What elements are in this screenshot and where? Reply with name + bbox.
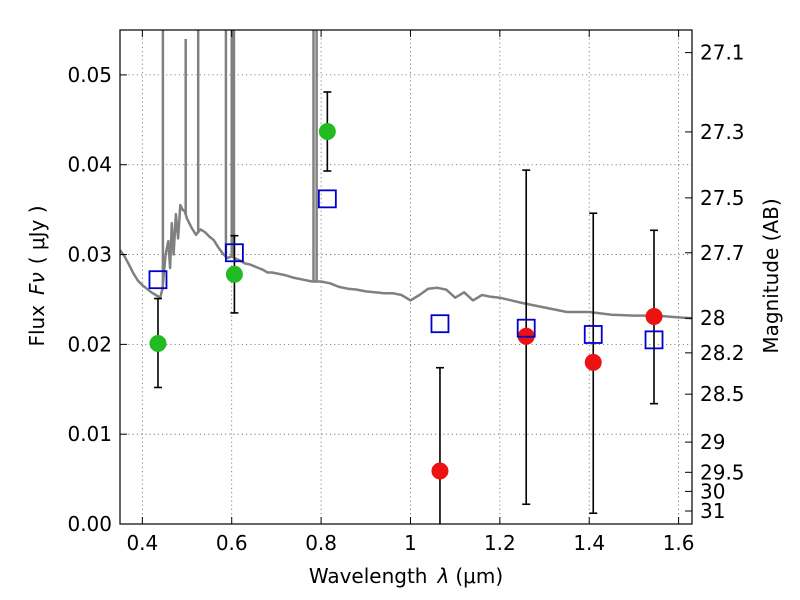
y2-tick-label: 27.5: [700, 186, 745, 210]
y-tick-label: 0.01: [67, 422, 112, 446]
model-spectrum: [120, 30, 692, 320]
y2-tick-label: 28.5: [700, 382, 745, 406]
model-spectrum-line: [120, 203, 692, 320]
y2-tick-label: 27.1: [700, 41, 745, 65]
x-tick-label: 1.2: [484, 531, 516, 555]
y2-tick-label: 27.3: [700, 120, 745, 144]
x-tick-label: 1.4: [573, 531, 605, 555]
x-tick-label: 1: [404, 531, 417, 555]
y2-tick-label: 31: [700, 499, 725, 523]
axis-ticks: 0.4 0.6 0.8 1 1.2 1.4 1.6 0.00 0.01 0.02 0.03 0.04 0…: [67, 30, 745, 555]
x-tick-label: 0.4: [126, 531, 158, 555]
y2-tick-label: 29.5: [700, 460, 745, 484]
y-tick-label: 0.03: [67, 243, 112, 267]
y2-tick-label: 28: [700, 306, 725, 330]
model-point-square: [317, 189, 337, 209]
model-point-square: [516, 318, 536, 338]
data-markers: [148, 122, 664, 480]
y-tick-label: 0.02: [67, 332, 112, 356]
y-tick-label: 0.05: [67, 63, 112, 87]
x-tick-label: 1.6: [663, 531, 695, 555]
y2-tick-label: 30: [700, 479, 725, 503]
red-data-point: [431, 462, 449, 480]
axis-labels: Wavelength λ (μm) FluxFν( μJy ) Magnitude …: [25, 198, 783, 588]
x-tick-label: 0.6: [216, 531, 248, 555]
x-tick-label: 0.8: [305, 531, 337, 555]
y2-tick-label: 29: [700, 430, 725, 454]
red-data-point: [584, 353, 602, 371]
model-point-square: [430, 314, 450, 334]
model-point-square: [644, 330, 664, 350]
green-data-point: [225, 265, 243, 283]
green-data-point: [318, 122, 336, 140]
green-data-point: [149, 334, 167, 352]
y-tick-label: 0.04: [67, 153, 112, 177]
x-axis-label: Wavelength λ (μm): [309, 564, 503, 588]
y2-tick-label: 27.7: [700, 241, 745, 265]
red-data-point: [645, 308, 663, 326]
model-point-square: [148, 270, 168, 290]
y2-axis-label: Magnitude (AB): [759, 198, 783, 353]
y-axis-label: FluxFν( μJy ): [25, 205, 49, 346]
model-point-square: [583, 325, 603, 344]
y-tick-label: 0.00: [67, 512, 112, 536]
y2-tick-label: 28.2: [700, 341, 745, 365]
model-point-square: [224, 243, 244, 263]
plot-frame: [119, 29, 693, 525]
